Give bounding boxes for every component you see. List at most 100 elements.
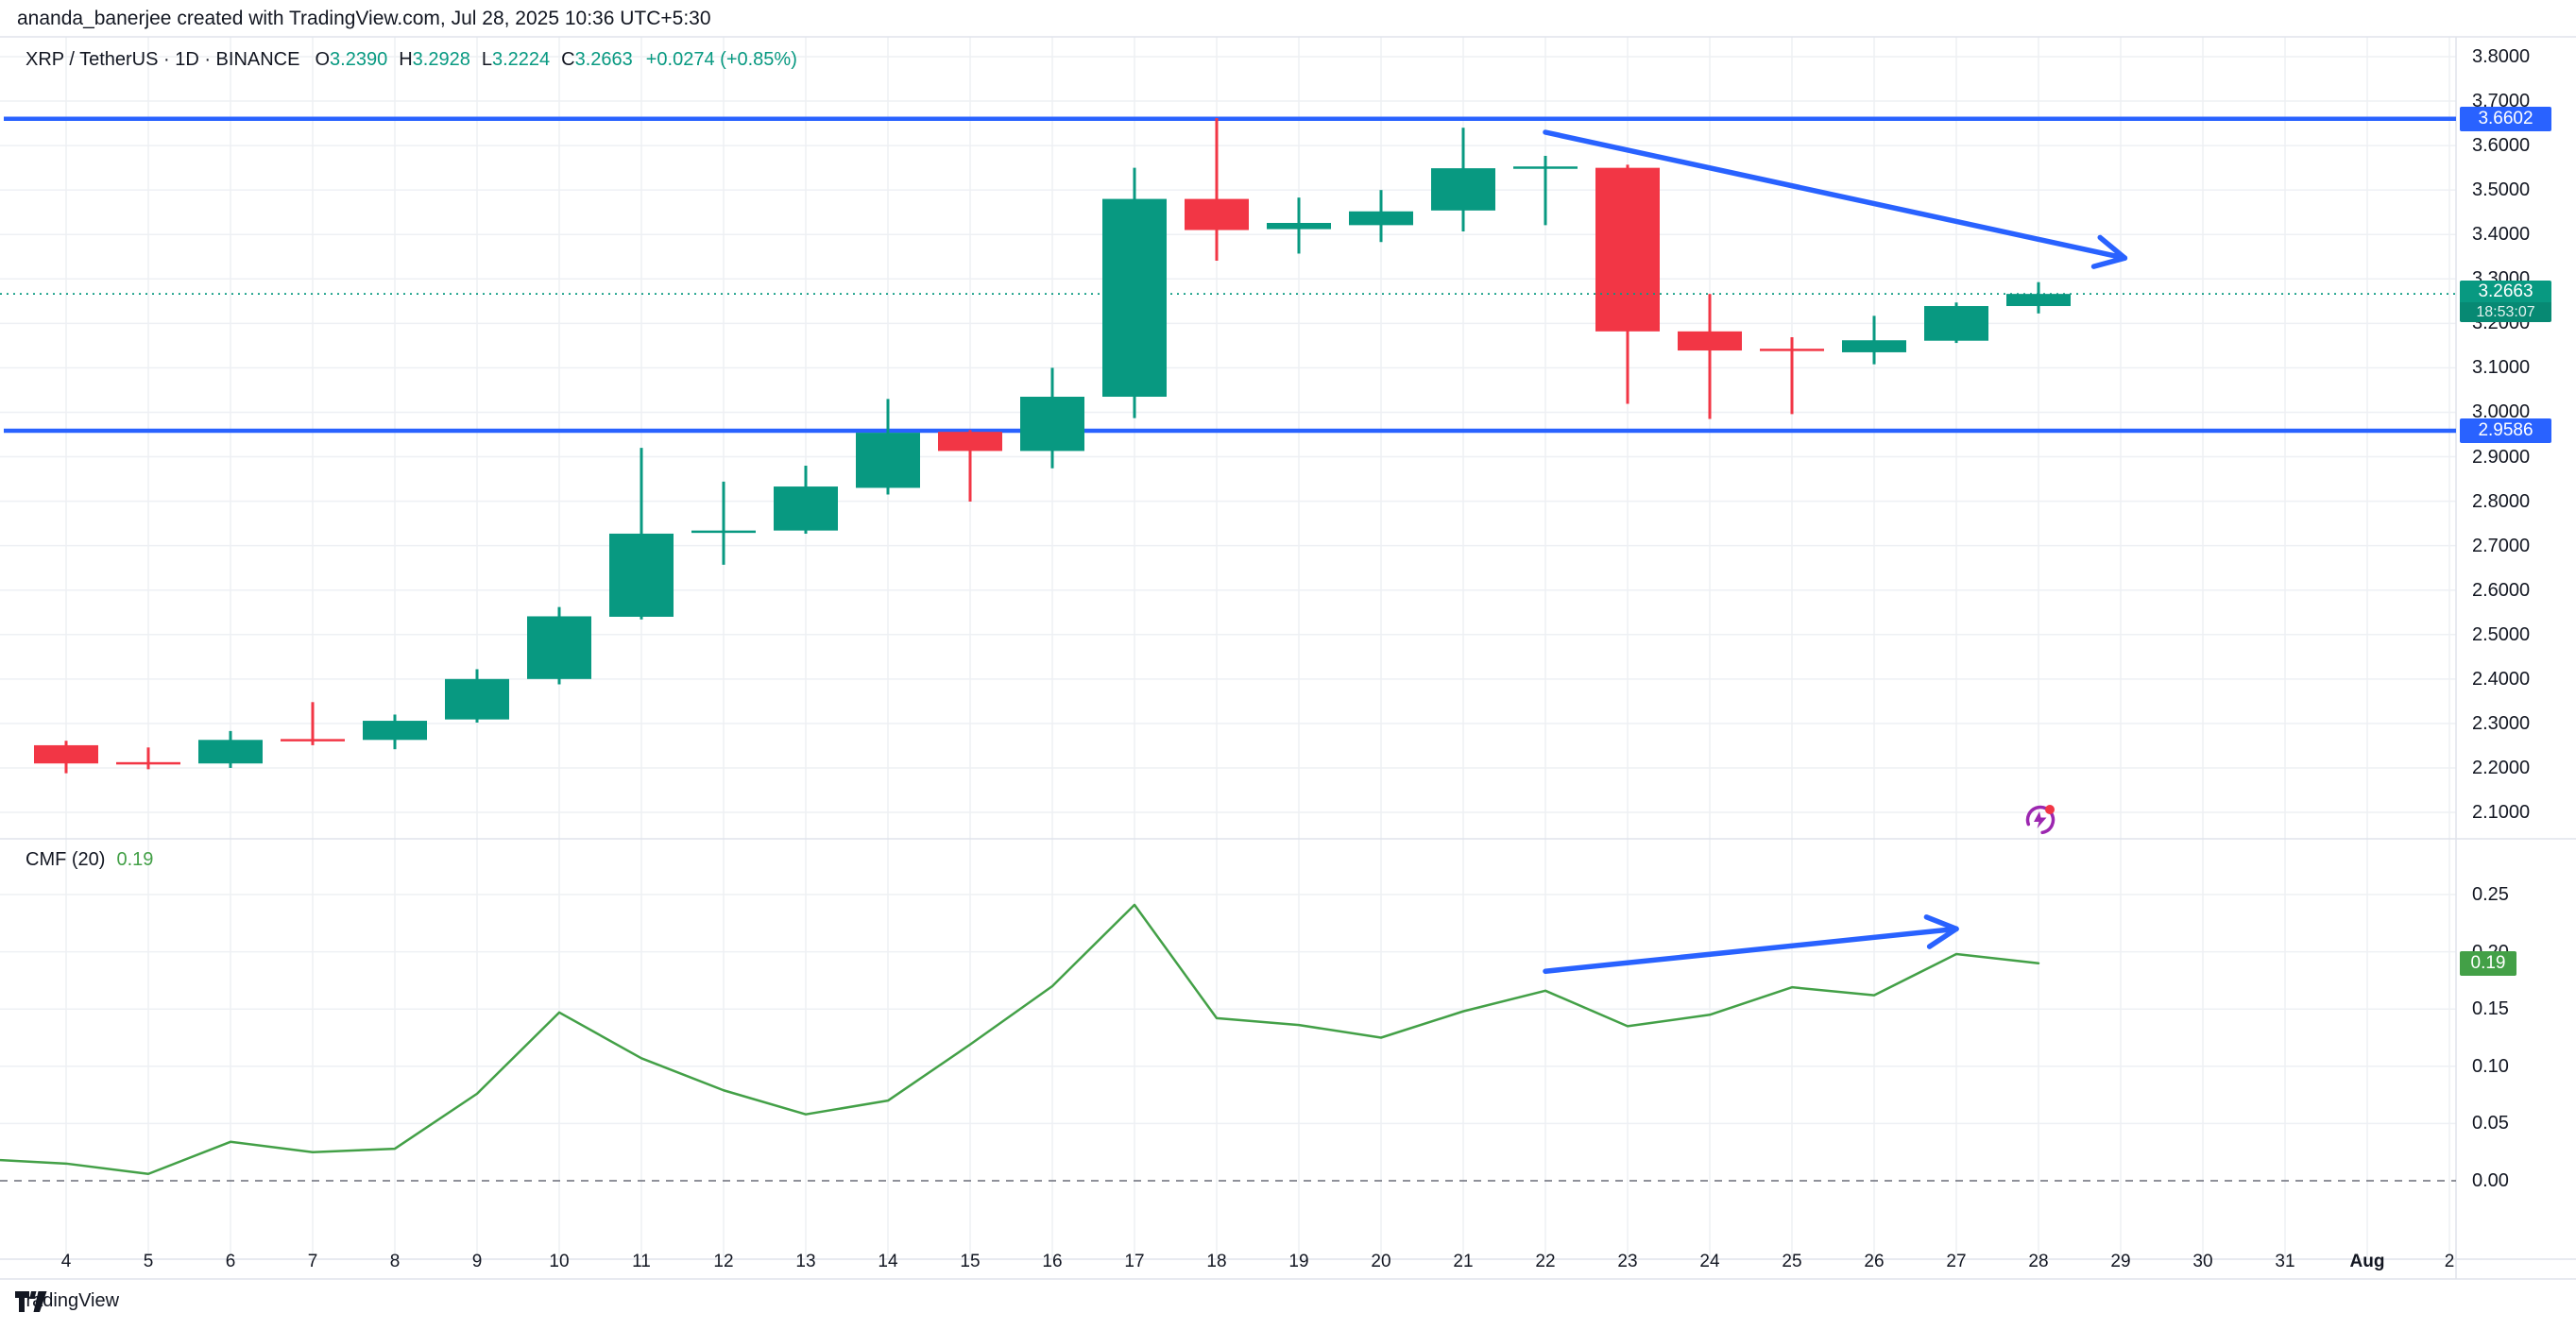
candle[interactable] <box>938 430 1002 503</box>
time-axis-label: 31 <box>2275 1252 2295 1271</box>
candle[interactable] <box>1185 117 1249 261</box>
candle[interactable] <box>1924 302 1988 344</box>
candle[interactable] <box>609 448 674 620</box>
price-axis-label: 2.9000 <box>2472 446 2531 468</box>
candle[interactable] <box>1102 167 1167 418</box>
candle[interactable] <box>1595 164 1660 404</box>
ohlc-pair: C3.2663 <box>561 49 633 70</box>
candle-body <box>363 721 427 741</box>
candle-body <box>1102 198 1167 397</box>
time-axis-label: 6 <box>225 1252 236 1271</box>
candle-body <box>1267 223 1331 230</box>
trend-arrow-head <box>2097 234 2128 261</box>
time-axis-label: 13 <box>795 1252 816 1271</box>
candle[interactable] <box>1267 197 1331 254</box>
ohlc-pair: O3.2390 <box>315 49 387 70</box>
candle-body <box>1185 198 1249 230</box>
time-axis-label: 23 <box>1617 1252 1638 1271</box>
symbol-legend[interactable]: XRP / TetherUS · 1D · BINANCE O3.2390 H3.2… <box>26 49 797 71</box>
candle-body <box>856 433 920 488</box>
credit-line: ananda_banerjee created with TradingView… <box>17 8 711 29</box>
flash-icon-bolt <box>2034 811 2047 828</box>
last-price-value: 3.2663 <box>2478 281 2533 302</box>
candle-body <box>1760 349 1824 351</box>
candle-body <box>691 530 756 534</box>
time-axis-label: 2 <box>2444 1252 2455 1271</box>
candle[interactable] <box>774 465 838 534</box>
flash-icon[interactable] <box>2024 804 2057 837</box>
candle-body <box>1842 340 1906 352</box>
indicator-value: 0.19 <box>116 849 154 870</box>
time-axis-label: 27 <box>1946 1252 1967 1271</box>
ohlc-value: 3.2928 <box>412 49 470 70</box>
ohlc-pair: H3.2928 <box>399 49 470 70</box>
cmf-trend-arrow[interactable] <box>1543 914 1959 974</box>
candle[interactable] <box>691 481 756 565</box>
candle[interactable] <box>1678 294 1742 419</box>
time-axis-label: 4 <box>60 1252 72 1271</box>
candle-body <box>2006 294 2071 306</box>
candle-body <box>198 740 263 764</box>
tradingview-logo[interactable]: TradingView <box>15 1290 119 1312</box>
price-trend-arrow[interactable] <box>1543 129 2128 269</box>
last-price-badge: 3.2663 18:53:07 <box>2460 281 2551 323</box>
candle[interactable] <box>856 399 920 495</box>
candle[interactable] <box>363 714 427 750</box>
cmf-line[interactable] <box>0 903 2040 1175</box>
indicator-axis-label: 0.05 <box>2472 1113 2509 1134</box>
time-axis-label: 16 <box>1042 1252 1063 1271</box>
candle[interactable] <box>1760 336 1824 415</box>
candle-body <box>116 761 180 765</box>
candle[interactable] <box>1431 128 1495 231</box>
time-axis-label: 17 <box>1124 1252 1145 1271</box>
time-axis-label: 18 <box>1206 1252 1227 1271</box>
time-axis-label: Aug <box>2349 1252 2385 1271</box>
ohlc-label: H <box>399 49 413 70</box>
price-axis-label: 2.7000 <box>2472 535 2531 556</box>
tradingview-logo-icon <box>15 1291 47 1312</box>
indicator-legend[interactable]: CMF (20) 0.19 <box>26 849 153 871</box>
candle[interactable] <box>445 669 509 723</box>
candle[interactable] <box>1513 155 1578 226</box>
candle-body <box>774 486 838 531</box>
time-axis-label: 28 <box>2028 1252 2049 1271</box>
candle[interactable] <box>527 606 591 685</box>
candle[interactable] <box>34 741 98 774</box>
price-axis-label: 2.5000 <box>2472 623 2531 645</box>
candle[interactable] <box>1020 367 1084 469</box>
candle[interactable] <box>116 747 180 770</box>
candle-body <box>281 739 345 742</box>
time-axis-label: 11 <box>632 1252 651 1271</box>
indicator-axis-label: 0.00 <box>2472 1170 2509 1191</box>
candle[interactable] <box>198 730 263 768</box>
ohlc-pair: L3.2224 <box>482 49 550 70</box>
time-axis-label: 5 <box>143 1252 154 1271</box>
price-axis-label: 2.2000 <box>2472 757 2531 778</box>
price-axis-label: 2.1000 <box>2472 802 2531 823</box>
price-level-badge-lower: 2.9586 <box>2460 418 2551 443</box>
candle-body <box>1513 166 1578 169</box>
ohlc-value: 3.2224 <box>491 49 551 70</box>
time-axis-label: 22 <box>1535 1252 1556 1271</box>
trend-arrow-shaft <box>1543 129 2128 261</box>
flash-icon-dot <box>2045 805 2055 814</box>
candle[interactable] <box>2006 281 2071 314</box>
candle[interactable] <box>1349 190 1413 243</box>
ohlc-label: O <box>315 49 331 70</box>
candle-body <box>609 533 674 617</box>
time-axis-label: 29 <box>2110 1252 2131 1271</box>
time-axis-label: 12 <box>713 1252 734 1271</box>
price-axis-label: 2.8000 <box>2472 490 2531 512</box>
candle[interactable] <box>1842 315 1906 365</box>
candle[interactable] <box>281 702 345 745</box>
candle-body <box>1924 306 1988 341</box>
ohlc-value: 3.2390 <box>330 49 388 70</box>
ohlc-label: L <box>481 49 492 70</box>
time-axis-label: 10 <box>549 1252 570 1271</box>
time-axis-label: 26 <box>1864 1252 1885 1271</box>
time-axis-label: 24 <box>1699 1252 1720 1271</box>
time-axis-label: 20 <box>1371 1252 1391 1271</box>
price-axis-label: 2.4000 <box>2472 668 2531 690</box>
